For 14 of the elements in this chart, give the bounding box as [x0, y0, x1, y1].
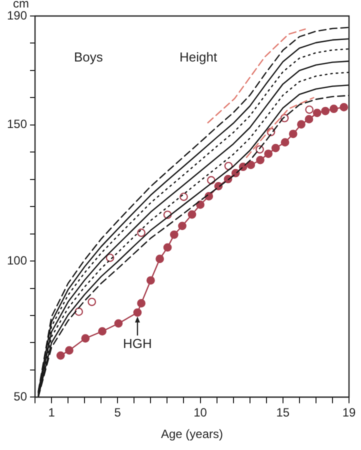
annotation: Height: [180, 50, 218, 65]
annotation: HGH: [123, 336, 152, 352]
annotation: Boys: [74, 50, 104, 65]
x-tick-label: 15: [276, 406, 290, 420]
x-tick-label: 1: [48, 406, 56, 420]
x-axis-title: Age (years): [160, 427, 224, 442]
y-tick-label: 150: [6, 117, 28, 132]
x-tick-label: 19: [342, 406, 356, 420]
y-tick-label: 100: [6, 253, 28, 268]
x-tick-label: 10: [194, 406, 208, 420]
y-tick-label: 190: [6, 8, 28, 22]
x-tick-label: 5: [114, 406, 122, 420]
y-tick-label: 50: [14, 390, 28, 404]
y-axis-title: cm: [13, 0, 30, 10]
